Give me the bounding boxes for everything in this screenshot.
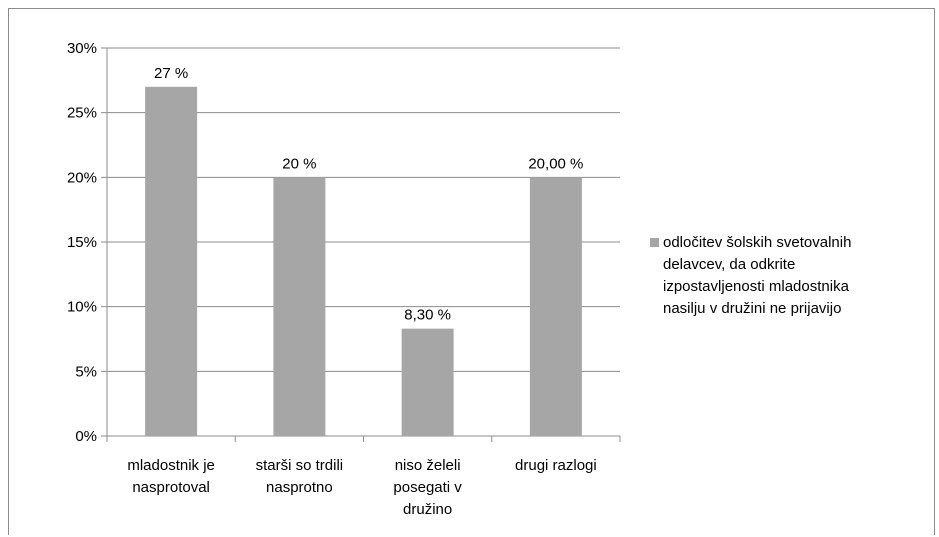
y-tick-label: 20% [67, 169, 97, 186]
legend-swatch [650, 238, 659, 247]
data-label: 27 % [154, 65, 188, 82]
data-label: 20 % [282, 155, 316, 172]
bar [273, 177, 326, 437]
y-tick-label: 15% [67, 234, 97, 251]
x-category-label: niso želeli [395, 457, 461, 474]
y-tick-label: 25% [67, 105, 97, 122]
y-tick-label: 30% [67, 40, 97, 57]
legend-label: odločitev šolskih svetovalnih [663, 234, 851, 251]
legend-label: izpostavljenosti mladostnika [663, 278, 850, 295]
bar [529, 177, 582, 437]
x-category-label: starši so trdili [256, 457, 344, 474]
x-category-label: nasprotno [266, 479, 333, 496]
legend-label: nasilju v družini ne prijavijo [663, 300, 841, 317]
x-category-label: nasprotoval [132, 479, 210, 496]
x-category-label: drugi razlogi [515, 457, 597, 474]
chart-frame [8, 8, 935, 535]
data-label: 20,00 % [528, 155, 583, 172]
data-label: 8,30 % [404, 307, 451, 324]
y-tick-label: 0% [75, 428, 97, 445]
y-tick-label: 5% [75, 363, 97, 380]
bar [145, 86, 198, 437]
x-category-label: posegati v [393, 479, 462, 496]
x-category-label: mladostnik je [127, 457, 215, 474]
x-category-label: družino [403, 501, 452, 518]
legend-label: delavcev, da odkrite [663, 256, 795, 273]
y-tick-label: 10% [67, 299, 97, 316]
bar [401, 328, 454, 436]
